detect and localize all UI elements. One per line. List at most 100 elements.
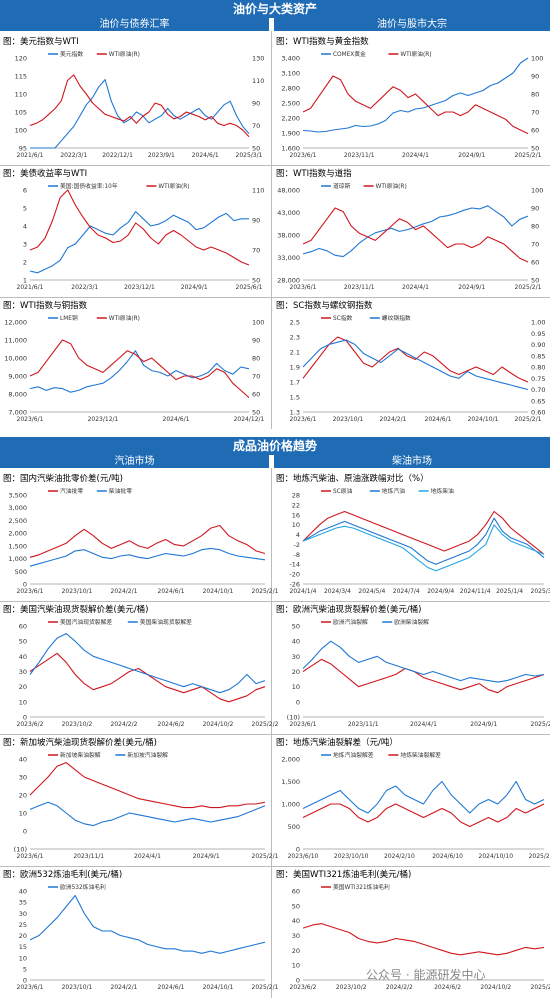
y2-tick-label: 110 (252, 187, 264, 195)
y-tick-label: 20 (19, 792, 27, 800)
x-tick-label: 2023/10/1 (62, 984, 93, 991)
x-tick-label: 2023/6/1 (17, 416, 44, 423)
y-tick-label: 30 (19, 910, 27, 918)
legend-label: WTI原油(R) (158, 182, 189, 190)
series-line (302, 640, 545, 683)
legend-label: 地炼汽油 (382, 487, 405, 495)
y2-tick-label: 50 (531, 145, 539, 153)
legend-label: WTI原油(R) (400, 50, 431, 58)
section-left-1: 油价与债券汇率 (0, 18, 269, 31)
panel-title: 图：美国汽柴油现货裂解价差(美元/桶) (3, 605, 149, 615)
line-chart: 3,500 3,000 2,500 2,000 1,500 1,000 500 02023/6… (8, 487, 278, 595)
legend-label: WTI原油(R) (376, 182, 407, 190)
y2-tick-label: 60 (531, 259, 539, 267)
y-tick-label: 2,500 (8, 517, 27, 525)
x-tick-label: 2024/12/1 (234, 416, 265, 423)
y2-tick-label: 50 (252, 277, 260, 285)
x-tick-label: 2023/6/2 (17, 721, 44, 728)
legend-label: WTI原油(R) (109, 50, 140, 58)
x-tick-label: 2025/2/1 (252, 984, 279, 991)
x-tick-label: 2025/1/4 (496, 588, 523, 595)
x-tick-label: 2024/5/4 (358, 588, 385, 595)
y-tick-label: (10) (287, 714, 300, 722)
x-tick-label: 2025/3/4 (531, 588, 550, 595)
y-tick-label: 0 (23, 828, 27, 836)
x-tick-label: 2021/6/1 (17, 284, 44, 291)
y-tick-label: 95 (19, 145, 27, 153)
x-tick-label: 2025/2/2 (531, 984, 550, 991)
y-tick-label: 30 (19, 774, 27, 782)
x-tick-label: 2023/10/2 (62, 721, 93, 728)
series-line (29, 801, 266, 827)
panel-title: 图：WTI指数与黄金指数 (276, 37, 369, 47)
x-tick-label: 2025/2/1 (252, 588, 279, 595)
series-line (29, 652, 266, 703)
panel-title: 图：欧洲532炼油毛利(美元/桶) (3, 870, 123, 880)
y-tick-label: 11,000 (4, 337, 27, 345)
y-tick-label: -8 (294, 551, 300, 559)
y2-tick-label: 100 (531, 187, 543, 195)
x-tick-label: 2025/2/1 (531, 721, 550, 728)
y-tick-label: 60 (292, 888, 300, 896)
series-line (302, 658, 545, 694)
line-chart: 12,000 11,000 10,000 9,000 8,000 7,000 100 90 80… (4, 314, 265, 423)
y-tick-label: 50 (19, 638, 27, 646)
y2-tick-label: 50 (252, 145, 260, 153)
y-tick-label: 5 (23, 965, 27, 973)
x-tick-label: 2024/2/1 (111, 984, 138, 991)
y-tick-label: 3,000 (8, 504, 27, 512)
x-tick-label: 2025/2/1 (252, 853, 279, 860)
y2-tick-label: 50 (531, 277, 539, 285)
legend-label: 美国:国债收益率:10年 (60, 182, 118, 190)
line-chart: 50 40 30 20 10 0 (10)2023/6/1 2023/11/1 2024/4/1… (287, 618, 550, 728)
y-tick-label: 40 (19, 756, 27, 764)
x-tick-label: 2024/9/1 (458, 284, 485, 291)
divider (271, 31, 272, 429)
x-tick-label: 2023/10/2 (336, 984, 367, 991)
y-tick-label: 6 (23, 187, 27, 195)
x-tick-label: 2023/6/2 (290, 984, 317, 991)
y-tick-label: 40 (19, 653, 27, 661)
y-tick-label: 40 (19, 888, 27, 896)
y-tick-label: 20 (19, 683, 27, 691)
y2-tick-label: 100 (252, 319, 264, 327)
line-chart: 48,000 43,000 38,000 33,000 28,000 100 90 80 70 6… (277, 182, 543, 291)
y-tick-label: -26 (289, 581, 300, 589)
series-line (29, 633, 266, 694)
series-line (30, 79, 250, 149)
legend-label: 地炼汽油裂解差 (333, 751, 374, 759)
line-chart: 3,400 3,100 2,800 2,500 2,200 1,900 1,600 100 90… (281, 50, 543, 159)
y-tick-label: 1.3 (290, 409, 300, 417)
x-tick-label: 2024/6/1 (158, 588, 185, 595)
y-tick-label: 48,000 (277, 187, 300, 195)
x-tick-label: 2023/6/1 (17, 588, 44, 595)
y-tick-label: 1.9 (290, 364, 300, 372)
y-tick-label: 10 (19, 698, 27, 706)
legend-label: 美国WTI321炼油毛利 (333, 883, 390, 891)
panel-title: 图：WTI指数与道指 (276, 169, 352, 179)
y-tick-label: 0 (23, 977, 27, 985)
y-tick-label: 1.5 (290, 394, 300, 402)
x-tick-label: 2024/10/2 (480, 984, 511, 991)
y-tick-label: 1 (23, 277, 27, 285)
y-tick-label: 33,000 (277, 254, 300, 262)
y-tick-label: 30 (19, 668, 27, 676)
divider (0, 734, 550, 735)
legend-label: 欧洲汽油裂解 (333, 618, 368, 626)
y-tick-label: 500 (15, 568, 27, 576)
y2-tick-label: 70 (252, 373, 260, 381)
x-tick-label: 2025/3/1 (236, 152, 263, 159)
panel-title: 图：地炼汽柴油、原油涨跌幅对比（%） (276, 474, 429, 484)
x-tick-label: 2023/11/1 (344, 152, 375, 159)
y-tick-label: 10 (292, 521, 300, 529)
x-tick-label: 2023/6/1 (290, 152, 317, 159)
banner-products: 成品油价格趋势 (0, 437, 550, 455)
x-tick-label: 2025/2/1 (515, 284, 542, 291)
y2-tick-label: 80 (531, 91, 539, 99)
y-tick-label: 1,500 (8, 542, 27, 550)
y2-tick-label: 50 (252, 409, 260, 417)
x-tick-label: 2024/2/1 (380, 416, 407, 423)
y-tick-label: 4 (296, 531, 300, 539)
